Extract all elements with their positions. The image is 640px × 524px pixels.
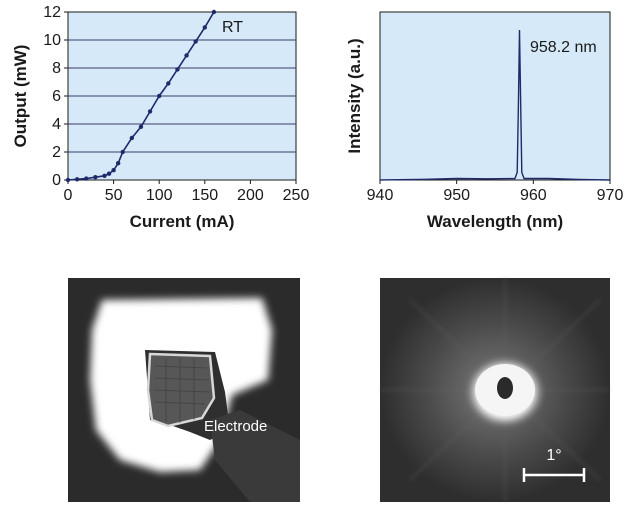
- li-data-point: [106, 171, 112, 176]
- spectrum-series-line: [379, 29, 611, 181]
- farfield-image: 1°: [380, 278, 610, 502]
- li-data-point: [184, 53, 189, 58]
- li-x-tick-label: 50: [105, 187, 123, 204]
- li-y-axis-title: Output (mW): [11, 45, 30, 148]
- mesa-square: [146, 352, 216, 428]
- spectrum-x-axis-title: Wavelength (nm): [427, 212, 563, 231]
- spectrum-plot-area: [379, 11, 611, 181]
- li-data-point: [115, 161, 121, 166]
- spectrum-y-axis-title: Intensity (a.u.): [345, 38, 364, 153]
- spectrum-x-tick-label: 970: [597, 187, 624, 204]
- li-data-point: [93, 175, 98, 180]
- li-gridlines: [68, 39, 296, 153]
- li-x-tick-label: 250: [283, 187, 310, 204]
- li-annotation-rt: RT: [222, 19, 243, 36]
- li-x-tick-label: 150: [191, 187, 218, 204]
- li-y-tick-label: 12: [43, 4, 61, 21]
- scalebar-label: 1°: [546, 447, 561, 464]
- li-series-points: [65, 9, 217, 183]
- li-data-point: [157, 93, 162, 99]
- spectrum-x-tick-label: 950: [443, 187, 470, 204]
- li-data-point: [74, 177, 80, 182]
- li-x-tick-label: 200: [237, 187, 264, 204]
- li-data-point: [111, 168, 116, 173]
- li-data-point: [102, 173, 107, 178]
- li-data-point: [129, 135, 135, 141]
- li-y-tick-label: 2: [52, 144, 61, 161]
- nearfield-image: Electrode: [68, 278, 300, 502]
- spectrum-chart: 940 950 960 970 958.2 nm Wavelength (nm) In…: [345, 11, 624, 231]
- li-y-tick-label: 10: [43, 32, 61, 49]
- li-x-ticks: 0 50 100 150 200 250: [64, 180, 310, 204]
- electrode-arm: [210, 410, 300, 502]
- li-y-ticks: 0 2 4 6 8 10 12: [43, 4, 68, 189]
- li-y-tick-label: 4: [52, 116, 61, 133]
- spectrum-peak-annotation: 958.2 nm: [530, 39, 597, 56]
- li-data-point: [166, 81, 171, 86]
- li-y-tick-label: 0: [52, 172, 61, 189]
- electrode-label: Electrode: [204, 418, 267, 435]
- li-data-point: [211, 9, 217, 15]
- li-data-point: [147, 109, 153, 114]
- li-x-axis-title: Current (mA): [130, 212, 235, 231]
- li-x-tick-label: 0: [64, 187, 73, 204]
- li-data-point: [65, 177, 71, 183]
- li-data-point: [175, 67, 180, 72]
- spectrum-x-tick-label: 940: [367, 187, 394, 204]
- spectrum-x-ticks: 940 950 960 970: [367, 180, 624, 204]
- li-data-point: [120, 149, 125, 155]
- li-data-point: [84, 176, 89, 181]
- li-data-point: [202, 25, 207, 30]
- farfield-ring-center: [497, 377, 513, 399]
- spectrum-x-tick-label: 960: [520, 187, 547, 204]
- scalebar: [522, 468, 586, 482]
- li-y-tick-label: 6: [52, 88, 61, 105]
- li-curve-chart: 0 50 100 150 200 250 0 2 4 6 8 10 12 RT Current (mA…: [11, 4, 309, 231]
- li-data-point: [193, 39, 198, 44]
- li-y-tick-label: 8: [52, 60, 61, 77]
- li-x-tick-label: 100: [146, 187, 173, 204]
- li-data-point: [138, 124, 144, 129]
